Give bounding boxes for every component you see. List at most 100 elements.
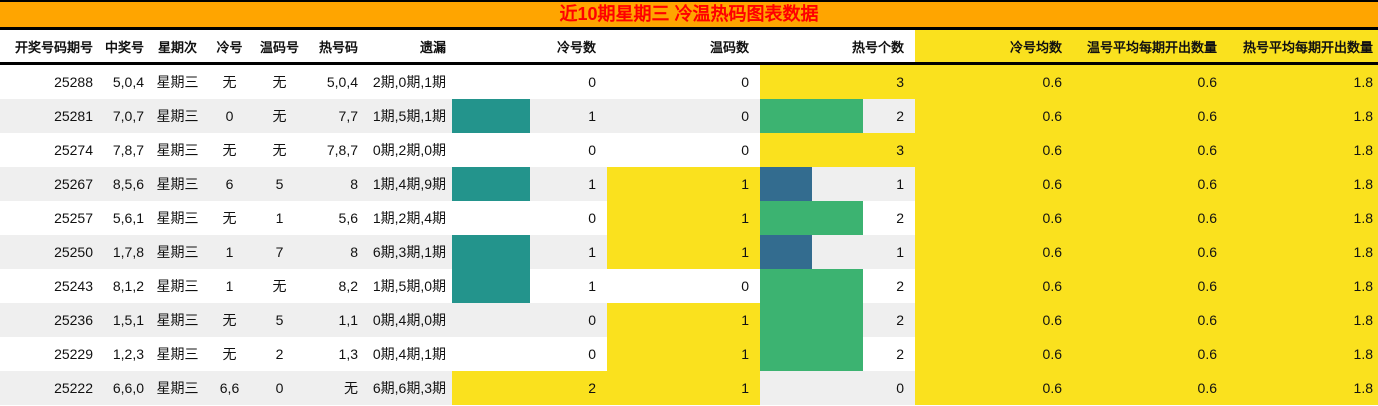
cell-win: 6,6,0 <box>100 371 148 405</box>
cell-value: 25281 <box>54 108 93 124</box>
cell-value: 星期三 <box>156 380 199 396</box>
cell-hot: 8 <box>307 235 362 269</box>
column-header-label: 中奖号 <box>104 39 144 55</box>
cell-week: 星期三 <box>148 167 207 201</box>
cell-value: 1 <box>741 210 749 226</box>
table-row: 25222 6,6,0 星期三 6,6 0 无 6期,6期,3期 2 1 0 0.6 0.6 1.8 <box>0 371 1378 405</box>
cell-hot_cnt: 2 <box>760 269 915 303</box>
cell-value: 无 <box>344 380 358 396</box>
cell-period: 25274 <box>0 133 100 167</box>
cell-miss: 0期,4期,0期 <box>362 303 452 337</box>
column-header-label: 温号平均每期开出数量 <box>1086 39 1217 55</box>
cell-win: 8,1,2 <box>100 269 148 303</box>
cell-cold: 6 <box>207 167 252 201</box>
cell-warm: 5 <box>252 303 307 337</box>
cell-period: 25229 <box>0 337 100 371</box>
cell-value: 0期,2期,0期 <box>372 142 446 158</box>
cell-value: 1,2,3 <box>112 346 144 362</box>
cell-warm_avg: 0.6 <box>1070 303 1222 337</box>
cell-value: 2期,0期,1期 <box>372 74 446 90</box>
cell-week: 星期三 <box>148 269 207 303</box>
cell-value: 星期三 <box>156 312 199 328</box>
cell-value: 0.6 <box>1042 142 1062 158</box>
column-header-period: 开奖号码期号 <box>0 30 100 62</box>
cell-warm_cnt: 1 <box>607 235 760 269</box>
cell-cold_cnt: 0 <box>452 201 607 235</box>
cell-value: 1 <box>896 244 904 260</box>
cell-warm_avg: 0.6 <box>1070 167 1222 201</box>
cell-value: 星期三 <box>156 108 199 124</box>
cell-warm_avg: 0.6 <box>1070 99 1222 133</box>
cell-value: 星期三 <box>156 244 199 260</box>
cell-value: 0 <box>588 74 596 90</box>
cell-warm: 5 <box>252 167 307 201</box>
cell-cold_cnt: 1 <box>452 235 607 269</box>
column-header-label: 温码数 <box>709 39 749 55</box>
cell-value: 5 <box>275 312 284 328</box>
cell-miss: 2期,0期,1期 <box>362 65 452 99</box>
data-bar-yellow <box>452 371 607 405</box>
title-bar: 近10期星期三 冷温热码图表数据 <box>0 0 1378 30</box>
cell-warm_cnt: 1 <box>607 167 760 201</box>
cell-win: 1,7,8 <box>100 235 148 269</box>
cell-value: 8 <box>350 244 358 260</box>
cell-value: 1.8 <box>1353 278 1373 294</box>
cell-period: 25257 <box>0 201 100 235</box>
cell-value: 0.6 <box>1197 142 1217 158</box>
cell-week: 星期三 <box>148 133 207 167</box>
cell-period: 25288 <box>0 65 100 99</box>
cell-hot_avg: 1.8 <box>1222 65 1378 99</box>
cell-value: 5,0,4 <box>112 74 144 90</box>
column-header-cold_cnt: 冷号数 <box>452 30 607 62</box>
cell-warm: 无 <box>252 269 307 303</box>
cell-value: 1,5,1 <box>112 312 144 328</box>
cell-win: 5,0,4 <box>100 65 148 99</box>
cell-value: 5,0,4 <box>326 74 358 90</box>
cell-value: 25222 <box>54 380 93 396</box>
data-bar-blue <box>760 235 812 269</box>
cell-value: 1.8 <box>1353 108 1373 124</box>
cell-value: 5 <box>275 176 284 192</box>
column-header-warm_cnt: 温码数 <box>607 30 760 62</box>
cell-miss: 6期,3期,1期 <box>362 235 452 269</box>
cell-value: 0.6 <box>1197 312 1217 328</box>
cell-value: 1.8 <box>1353 176 1373 192</box>
cell-hot_avg: 1.8 <box>1222 167 1378 201</box>
column-header-label: 热号个数 <box>851 39 904 55</box>
cell-hot: 5,0,4 <box>307 65 362 99</box>
table-row: 25250 1,7,8 星期三 1 7 8 6期,3期,1期 1 1 1 0.6 0.6 1.8 <box>0 235 1378 269</box>
column-header-hot_cnt: 热号个数 <box>760 30 915 62</box>
cell-value: 1 <box>741 312 749 328</box>
cell-value: 0 <box>588 312 596 328</box>
cell-value: 1.8 <box>1353 244 1373 260</box>
cell-value: 0 <box>225 108 234 124</box>
cell-value: 星期三 <box>156 176 199 192</box>
cell-value: 7,0,7 <box>112 108 144 124</box>
cell-value: 2 <box>588 380 596 396</box>
cell-week: 星期三 <box>148 99 207 133</box>
cell-value: 3 <box>896 142 904 158</box>
cell-value: 星期三 <box>156 74 199 90</box>
column-header-warm: 温码号 <box>252 30 307 62</box>
cell-value: 0 <box>741 278 749 294</box>
cell-miss: 1期,2期,4期 <box>362 201 452 235</box>
cell-hot_avg: 1.8 <box>1222 133 1378 167</box>
cell-week: 星期三 <box>148 65 207 99</box>
data-bar-yellow <box>607 371 760 405</box>
cell-hot: 5,6 <box>307 201 362 235</box>
cell-value: 0期,4期,1期 <box>372 346 446 362</box>
cell-value: 无 <box>222 210 237 226</box>
cell-cold: 6,6 <box>207 371 252 405</box>
cell-value: 无 <box>222 142 237 158</box>
cell-hot: 7,7 <box>307 99 362 133</box>
data-bar-green <box>760 303 864 337</box>
cell-cold_cnt: 1 <box>452 99 607 133</box>
cell-miss: 1期,5期,0期 <box>362 269 452 303</box>
cell-value: 0.6 <box>1197 108 1217 124</box>
cell-hot_avg: 1.8 <box>1222 337 1378 371</box>
cell-value: 2 <box>275 346 284 362</box>
cell-hot_cnt: 2 <box>760 337 915 371</box>
cell-value: 25229 <box>54 346 93 362</box>
cell-hot_cnt: 3 <box>760 65 915 99</box>
data-bar-teal <box>452 167 530 201</box>
